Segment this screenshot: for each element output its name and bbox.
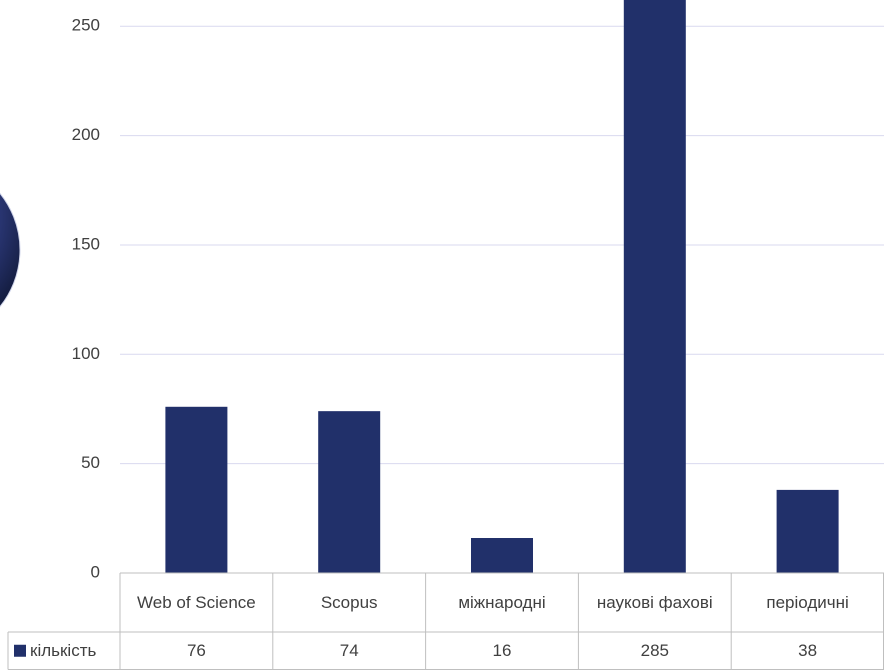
x-tick-label-box: наукові фахові (596, 592, 713, 612)
bar (471, 538, 533, 573)
x-tick-label: наукові фахові (596, 592, 713, 612)
bar (318, 411, 381, 573)
x-tick-label: Web of Science (137, 592, 256, 612)
y-tick-label: 50 (81, 453, 100, 472)
table-value: 74 (340, 641, 359, 660)
y-tick-label: 150 (72, 234, 100, 253)
x-tick-label-box: Scopus (320, 592, 378, 612)
x-tick-label-box: Web of Science (137, 592, 256, 612)
legend-swatch (14, 644, 26, 657)
bar (623, 0, 686, 573)
decoration (0, 192, 21, 308)
y-tick-label: 0 (91, 562, 100, 581)
x-tick-label: міжнародні (458, 592, 546, 612)
table-value: 76 (187, 641, 206, 660)
x-tick-label: Scopus (320, 592, 378, 612)
table-value: 285 (641, 641, 669, 660)
x-tick-label: періодичні (766, 592, 849, 612)
bar (776, 489, 839, 573)
y-tick-label: 100 (72, 344, 100, 363)
bar (165, 406, 228, 573)
y-tick-label: 200 (72, 125, 100, 144)
x-tick-label-box: міжнародні (458, 592, 546, 612)
y-tick-label: 250 (72, 16, 100, 35)
table-value: 38 (798, 641, 817, 660)
table-value: 16 (493, 641, 512, 660)
x-tick-label-box: періодичні (766, 592, 849, 612)
legend-label: кількість (30, 641, 96, 660)
